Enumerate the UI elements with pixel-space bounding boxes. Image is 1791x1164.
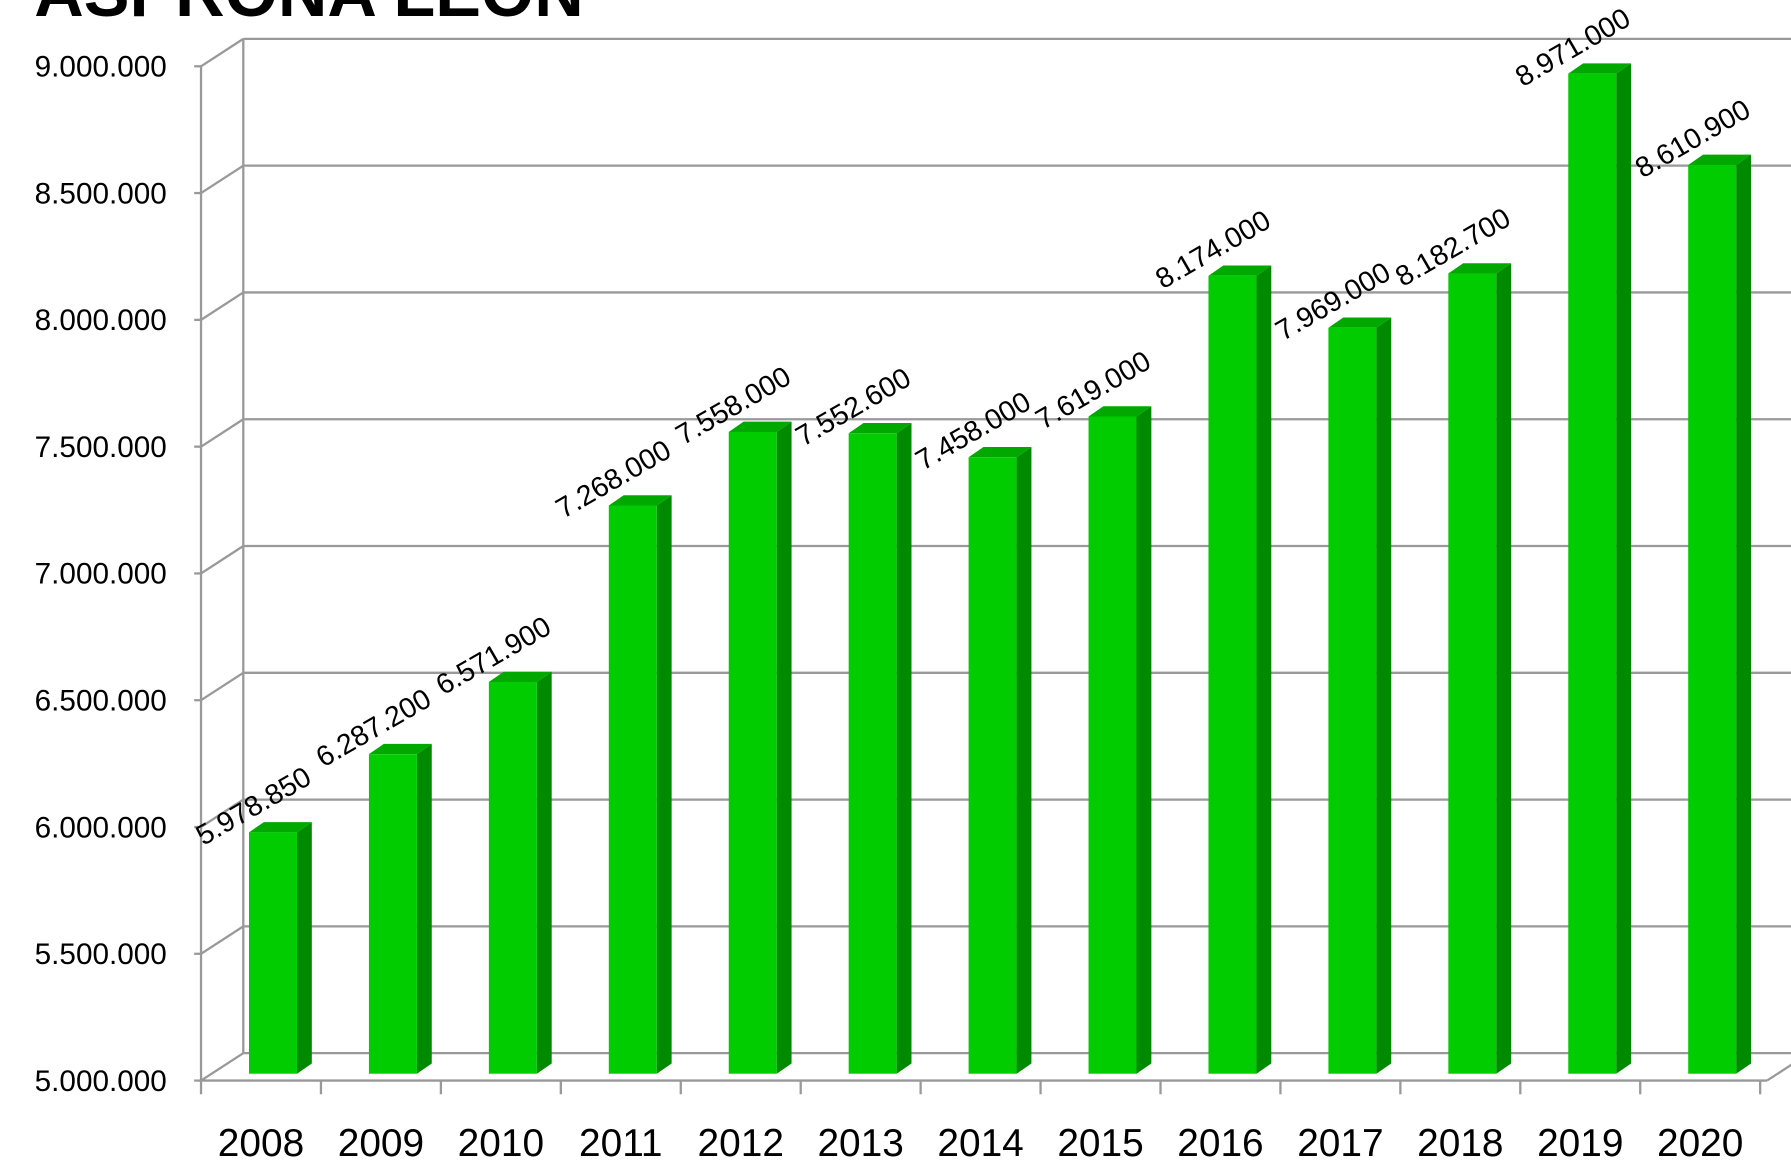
x-tick-label: 2017 xyxy=(1297,1122,1383,1164)
bar-top xyxy=(608,495,672,506)
bar-side xyxy=(416,743,432,1074)
bar xyxy=(968,457,1017,1074)
x-tick-label: 2019 xyxy=(1537,1122,1623,1164)
bar-side xyxy=(896,423,912,1074)
bar xyxy=(488,681,537,1074)
y-tick-label: 6.000.000 xyxy=(35,811,167,844)
grid-line xyxy=(200,671,244,702)
y-tick-label: 5.000.000 xyxy=(35,1065,167,1098)
bar xyxy=(1208,275,1257,1074)
grid-line xyxy=(200,1052,244,1082)
bar-side xyxy=(296,822,312,1074)
grid-line xyxy=(200,164,244,195)
bar-side xyxy=(776,421,792,1074)
bar xyxy=(249,832,297,1074)
bar-top xyxy=(488,671,552,682)
y-tick-label: 9.000.000 xyxy=(35,51,167,84)
chart-title: ASPRONA LEÓN xyxy=(34,0,583,31)
bar xyxy=(368,754,417,1074)
bar-top xyxy=(1688,154,1752,165)
x-tick-label: 2008 xyxy=(218,1122,304,1164)
bar-side xyxy=(536,671,552,1074)
x-tick-label: 2018 xyxy=(1417,1122,1503,1164)
bar-top xyxy=(368,743,432,755)
grid-line xyxy=(200,798,244,828)
y-tick-label: 6.500.000 xyxy=(35,684,167,717)
grid-line xyxy=(200,418,244,448)
x-tick-label: 2013 xyxy=(817,1122,903,1164)
x-tick-label: 2014 xyxy=(937,1122,1023,1164)
bar xyxy=(1328,327,1377,1074)
grid-line xyxy=(200,37,244,68)
bar xyxy=(1448,273,1497,1074)
y-tick-label: 7.500.000 xyxy=(35,431,167,464)
bar-side xyxy=(1256,265,1272,1074)
y-tick-label: 8.000.000 xyxy=(35,304,167,337)
bar-side xyxy=(1376,317,1392,1074)
bar xyxy=(608,505,657,1074)
bar-top xyxy=(968,447,1032,458)
bar-top xyxy=(848,423,912,434)
bar-side xyxy=(1736,154,1752,1074)
y-tick-label: 7.000.000 xyxy=(35,558,167,591)
bar-side xyxy=(656,495,672,1074)
bar xyxy=(728,431,777,1074)
bar-top xyxy=(1328,317,1392,328)
y-tick-label: 8.500.000 xyxy=(35,177,167,210)
x-tick-label: 2016 xyxy=(1177,1122,1263,1164)
bar-top xyxy=(1208,265,1272,276)
bar xyxy=(1088,416,1137,1074)
grid-line xyxy=(200,291,244,321)
grid-line xyxy=(200,545,244,575)
bar xyxy=(1688,164,1737,1074)
bar-top xyxy=(728,421,792,432)
x-tick-label: 2020 xyxy=(1657,1122,1743,1164)
grid-line xyxy=(200,925,244,955)
bar-top xyxy=(1448,263,1512,274)
x-tick-label: 2015 xyxy=(1057,1122,1143,1164)
y-tick-label: 5.500.000 xyxy=(35,938,167,971)
bar-side xyxy=(1136,406,1152,1074)
bar-top xyxy=(1088,406,1152,417)
floor-edge xyxy=(1766,1063,1791,1082)
x-tick-label: 2009 xyxy=(338,1122,424,1164)
bar-side xyxy=(1496,263,1512,1074)
bar-side xyxy=(1616,63,1632,1074)
x-tick-label: 2010 xyxy=(458,1122,544,1164)
bar-top xyxy=(1568,63,1632,74)
bar xyxy=(1568,73,1617,1074)
bar-top xyxy=(249,822,312,833)
x-tick-label: 2012 xyxy=(698,1122,784,1164)
x-tick-label: 2011 xyxy=(579,1122,662,1164)
bar-side xyxy=(1016,447,1032,1074)
bar xyxy=(848,433,897,1074)
